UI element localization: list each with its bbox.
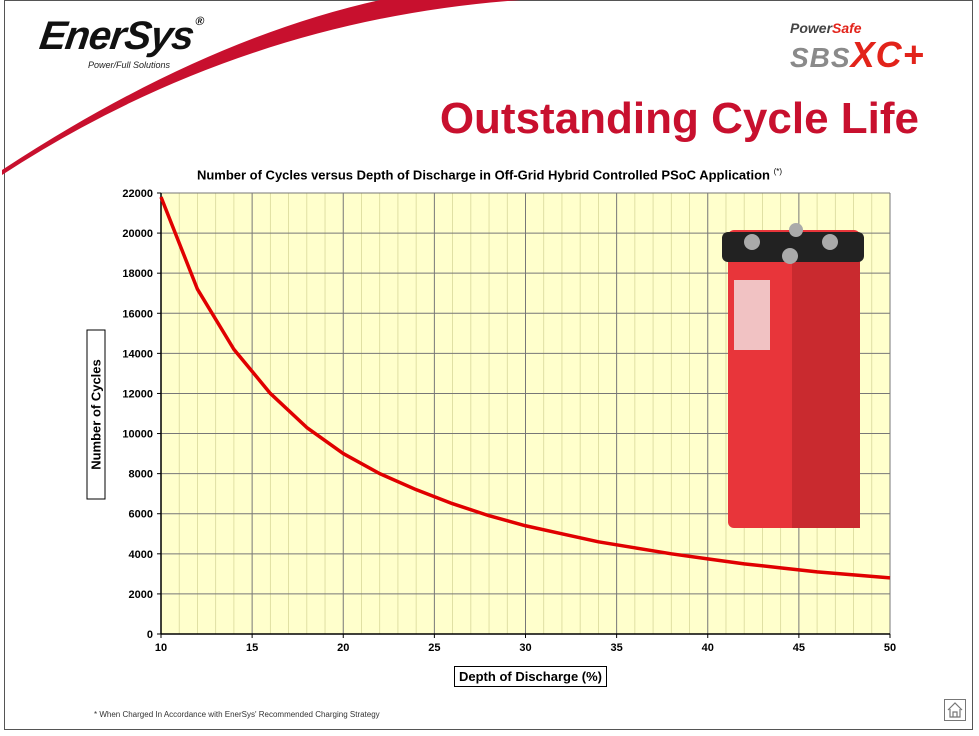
home-icon[interactable] — [944, 699, 966, 721]
x-tick-label: 40 — [702, 642, 714, 654]
x-tick-label: 15 — [246, 642, 258, 654]
chart-title: Number of Cycles versus Depth of Dischar… — [196, 167, 783, 183]
x-tick-label: 20 — [337, 642, 349, 654]
y-tick-label: 14000 — [122, 348, 153, 360]
battery-image — [722, 223, 864, 528]
product-brand-logo: PowerSafe SBSXC+ — [790, 20, 925, 75]
battery-terminal — [822, 234, 838, 250]
y-tick-label: 12000 — [122, 388, 153, 400]
y-tick-label: 18000 — [122, 268, 153, 280]
battery-terminal — [744, 234, 760, 250]
y-tick-label: 8000 — [129, 469, 153, 481]
x-axis-label: Depth of Discharge (%) — [454, 666, 608, 687]
y-tick-label: 20000 — [122, 228, 153, 240]
footnote: * When Charged In Accordance with EnerSy… — [94, 710, 380, 719]
y-axis-label: Number of Cycles — [86, 329, 106, 500]
x-tick-label: 30 — [519, 642, 531, 654]
battery-terminal — [782, 248, 798, 264]
y-tick-label: 2000 — [129, 589, 153, 601]
y-tick-label: 22000 — [122, 188, 153, 200]
y-tick-label: 4000 — [129, 549, 153, 561]
y-tick-label: 10000 — [122, 429, 153, 441]
x-tick-label: 50 — [884, 642, 896, 654]
logo-tagline: Power/Full Solutions — [88, 60, 171, 70]
x-tick-label: 10 — [155, 642, 167, 654]
x-tick-label: 35 — [611, 642, 623, 654]
battery-label — [734, 280, 770, 350]
y-tick-label: 16000 — [122, 308, 153, 320]
y-tick-label: 6000 — [129, 509, 153, 521]
cycle-life-curve — [159, 196, 891, 580]
x-tick-label: 25 — [428, 642, 440, 654]
x-tick-label: 45 — [793, 642, 805, 654]
enersys-logo: EnerSys® — [36, 14, 205, 58]
page-title: Outstanding Cycle Life — [439, 94, 919, 143]
y-tick-label: 0 — [147, 629, 153, 641]
battery-terminal — [789, 223, 803, 237]
